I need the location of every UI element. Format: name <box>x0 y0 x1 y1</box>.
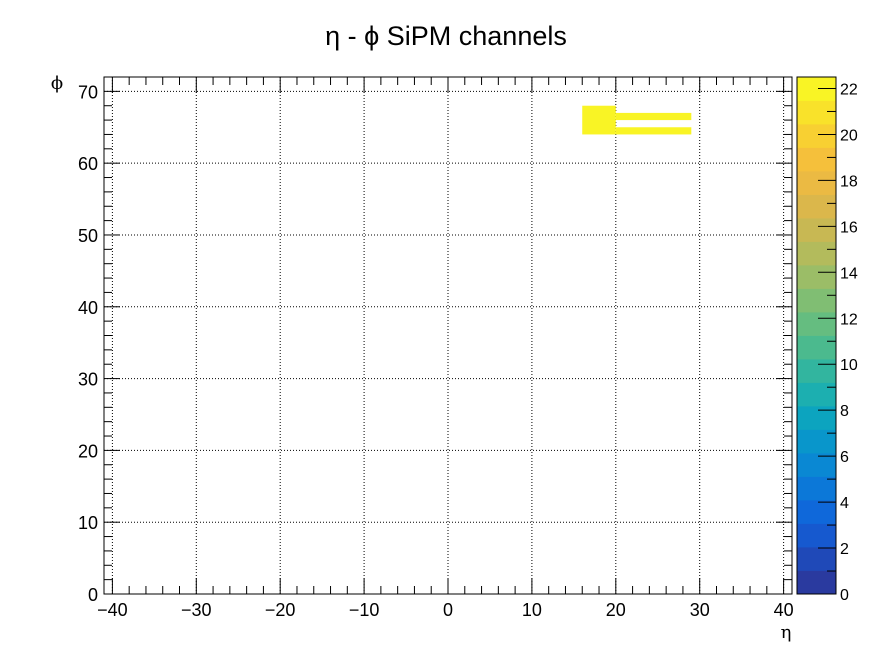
palette-swatch <box>797 500 836 524</box>
heatmap-cell-2 <box>615 127 692 135</box>
palette-swatch <box>797 453 836 477</box>
z-tick-label: 0 <box>840 587 849 604</box>
heatmap-cells <box>582 105 692 135</box>
z-tick-label: 14 <box>840 265 858 282</box>
x-tick-label: −30 <box>181 600 212 620</box>
z-tick-label: 8 <box>840 403 849 420</box>
palette-swatch <box>797 429 836 454</box>
heatmap-cell-0 <box>582 105 616 135</box>
y-tick-label: 10 <box>78 513 98 533</box>
x-tick-label: −40 <box>97 600 128 620</box>
palette-swatch <box>797 288 836 313</box>
axes: −40 −30 −20 −10 0 10 20 30 40 0 10 20 30 40 50 60 70 <box>78 76 794 620</box>
palette-swatch <box>797 523 836 548</box>
y-tick-label: 60 <box>78 154 98 174</box>
x-tick-label: 20 <box>606 600 626 620</box>
z-tick-label: 10 <box>840 357 858 374</box>
palette-swatch <box>797 241 836 266</box>
chart-title: η - ϕ SiPM channels <box>325 21 567 51</box>
palette-swatch <box>797 476 836 501</box>
color-palette-bar: 0 2 4 6 8 10 12 14 16 18 20 22 <box>796 76 858 604</box>
y-axis-label: ϕ <box>51 73 63 94</box>
x-tick-label: 0 <box>443 600 453 620</box>
z-tick-label: 6 <box>840 449 849 466</box>
palette-swatch <box>797 335 836 360</box>
palette-frame <box>796 76 837 595</box>
palette-swatch <box>797 382 836 407</box>
z-tick-label: 22 <box>840 81 858 98</box>
palette-swatch <box>797 359 836 383</box>
palette-swatch <box>797 124 836 148</box>
palette-swatch <box>797 147 836 172</box>
palette-swatch <box>797 312 836 336</box>
x-tick-label: 10 <box>522 600 542 620</box>
palette-swatch <box>797 570 836 595</box>
y-tick-label: 0 <box>88 585 98 605</box>
palette-swatch <box>797 406 836 430</box>
z-tick-label: 2 <box>840 541 849 558</box>
palette-swatch <box>797 100 836 125</box>
y-tick-label: 20 <box>78 441 98 461</box>
palette-swatch <box>797 194 836 219</box>
x-tick-label: −20 <box>265 600 296 620</box>
palette-swatch <box>797 547 836 571</box>
x-tick-label: 30 <box>690 600 710 620</box>
y-tick-label: 40 <box>78 298 98 318</box>
palette-swatch <box>797 77 836 101</box>
x-tick-label: −10 <box>349 600 380 620</box>
palette-swatch <box>797 171 836 195</box>
z-tick-label: 18 <box>840 173 858 190</box>
z-tick-label: 20 <box>840 127 858 144</box>
palette-swatch <box>797 218 836 242</box>
y-tick-label: 50 <box>78 226 98 246</box>
x-tick-label: 40 <box>774 600 794 620</box>
heatmap-cell-1 <box>615 112 692 121</box>
y-tick-label: 30 <box>78 370 98 390</box>
z-tick-label: 16 <box>840 219 858 236</box>
y-tick-label: 70 <box>78 82 98 102</box>
palette-swatch <box>797 265 836 289</box>
z-tick-label: 4 <box>840 495 849 512</box>
z-tick-label: 12 <box>840 311 858 328</box>
x-axis-label: η <box>781 622 792 643</box>
grid-lines <box>104 77 792 595</box>
